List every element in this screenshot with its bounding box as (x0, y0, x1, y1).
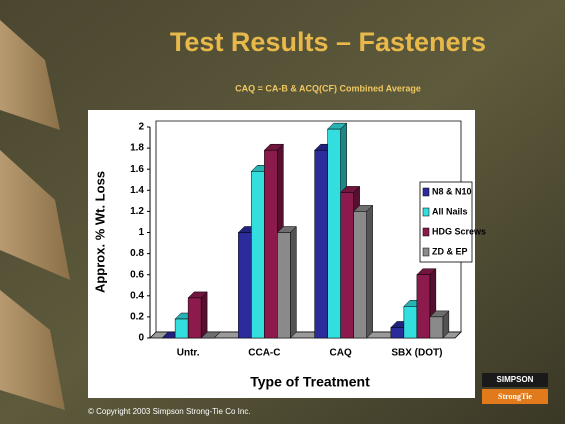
legend-label: ZD & EP (432, 246, 468, 256)
bar-side (201, 292, 207, 338)
bar (404, 306, 417, 338)
copyright: © Copyright 2003 Simpson Strong-Tie Co I… (88, 407, 251, 416)
bar (341, 192, 354, 338)
legend-swatch (423, 188, 429, 196)
slide: Test Results – Fasteners CAQ = CA-B & AC… (0, 0, 565, 424)
y-axis-title: Approx. % Wt. Loss (92, 171, 107, 293)
page: Test Results – Fasteners CAQ = CA-B & AC… (0, 0, 565, 429)
x-tick-label: Untr. (177, 348, 200, 359)
y-tick-label: 1.6 (130, 164, 144, 175)
chart-title: Test Results – Fasteners (170, 27, 486, 57)
y-tick-label: 0.2 (130, 312, 144, 323)
bar (264, 150, 277, 338)
bar (238, 233, 251, 339)
y-tick-label: 1 (138, 227, 144, 238)
legend-label: All Nails (432, 206, 468, 216)
bar (315, 150, 328, 338)
bar (175, 319, 188, 338)
bar-side (290, 227, 296, 339)
legend-label: N8 & N10 (432, 186, 472, 196)
legend-swatch (423, 228, 429, 236)
y-tick-label: 0.8 (130, 248, 144, 259)
bar (417, 275, 430, 338)
bar (354, 211, 367, 338)
y-tick-label: 1.2 (130, 206, 144, 217)
x-tick-label: CCA-C (248, 348, 280, 359)
bar (188, 298, 201, 338)
plot: 0 0.2 0.4 0.6 0.8 1 1.2 1.4 1.6 1.8 2 Untr. CCA-C CAQ… (130, 121, 486, 359)
bar (391, 327, 404, 338)
y-tick-label: 1.4 (130, 185, 144, 196)
y-tick-label: 0 (138, 333, 144, 344)
x-tick-label: SBX (DOT) (391, 348, 442, 359)
x-axis-title: Type of Treatment (250, 374, 370, 390)
bar (430, 317, 443, 338)
logo-bottom: StrongTie (498, 392, 532, 401)
bar (277, 233, 290, 339)
legend-label: HDG Screws (432, 226, 486, 236)
y-tick-label: 2 (138, 122, 144, 133)
bar-side (367, 205, 373, 338)
x-tick-label: CAQ (330, 348, 352, 359)
legend-swatch (423, 208, 429, 216)
y-tick-label: 1.8 (130, 143, 144, 154)
bar (251, 171, 264, 338)
chart-subtitle: CAQ = CA-B & ACQ(CF) Combined Average (235, 83, 421, 93)
y-tick-label: 0.4 (130, 290, 144, 301)
logo-top: SIMPSON (497, 375, 534, 384)
legend-swatch (423, 248, 429, 256)
y-tick-label: 0.6 (130, 269, 144, 280)
bar (328, 129, 341, 338)
